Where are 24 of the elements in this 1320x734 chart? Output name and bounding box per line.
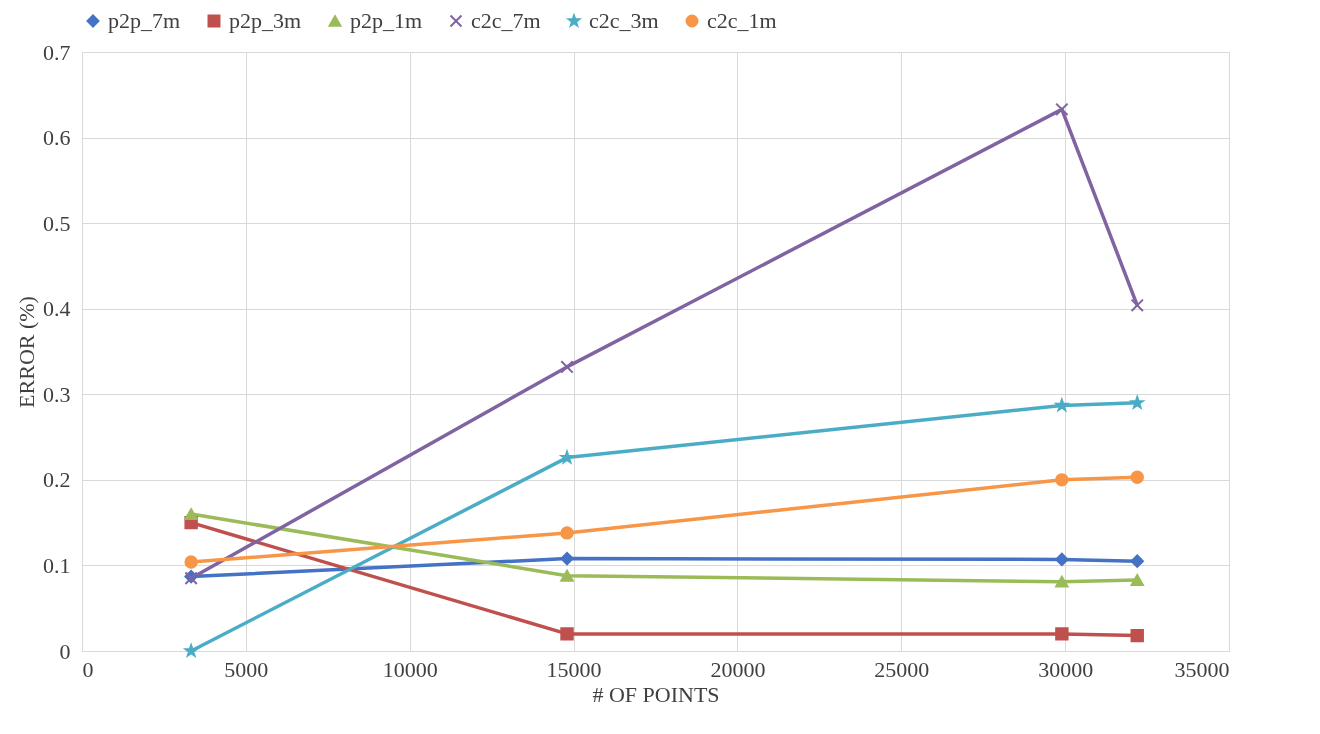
- y-tick-label: 0.2: [43, 467, 71, 493]
- legend-label: c2c_3m: [589, 8, 659, 33]
- y-tick-label: 0.6: [43, 125, 71, 151]
- x-tick-label: 30000: [1038, 656, 1094, 682]
- y-tick-label: 0: [59, 638, 71, 664]
- x-tick-label: 15000: [546, 656, 602, 682]
- y-tick-label: 0.1: [43, 552, 71, 578]
- legend-label: c2c_1m: [707, 8, 777, 33]
- legend-label: p2p_3m: [229, 8, 302, 33]
- y-tick-label: 0.7: [43, 39, 71, 65]
- x-tick-label: 5000: [224, 656, 269, 682]
- x-tick-label: 35000: [1174, 656, 1230, 682]
- x-tick-label: 10000: [382, 656, 438, 682]
- legend-label: p2p_1m: [350, 8, 423, 33]
- x-tick-label: 25000: [874, 656, 930, 682]
- x-tick-label: 20000: [710, 656, 766, 682]
- legend-label: p2p_7m: [108, 8, 181, 33]
- y-tick-label: 0.5: [43, 210, 71, 236]
- y-tick-label: 0.4: [43, 296, 71, 322]
- x-tick-label: 0: [82, 656, 94, 682]
- legend-label: c2c_7m: [471, 8, 541, 33]
- y-axis-title: ERROR (%): [14, 296, 39, 408]
- y-tick-label: 0.3: [43, 381, 71, 407]
- x-axis-title: # OF POINTS: [592, 681, 720, 707]
